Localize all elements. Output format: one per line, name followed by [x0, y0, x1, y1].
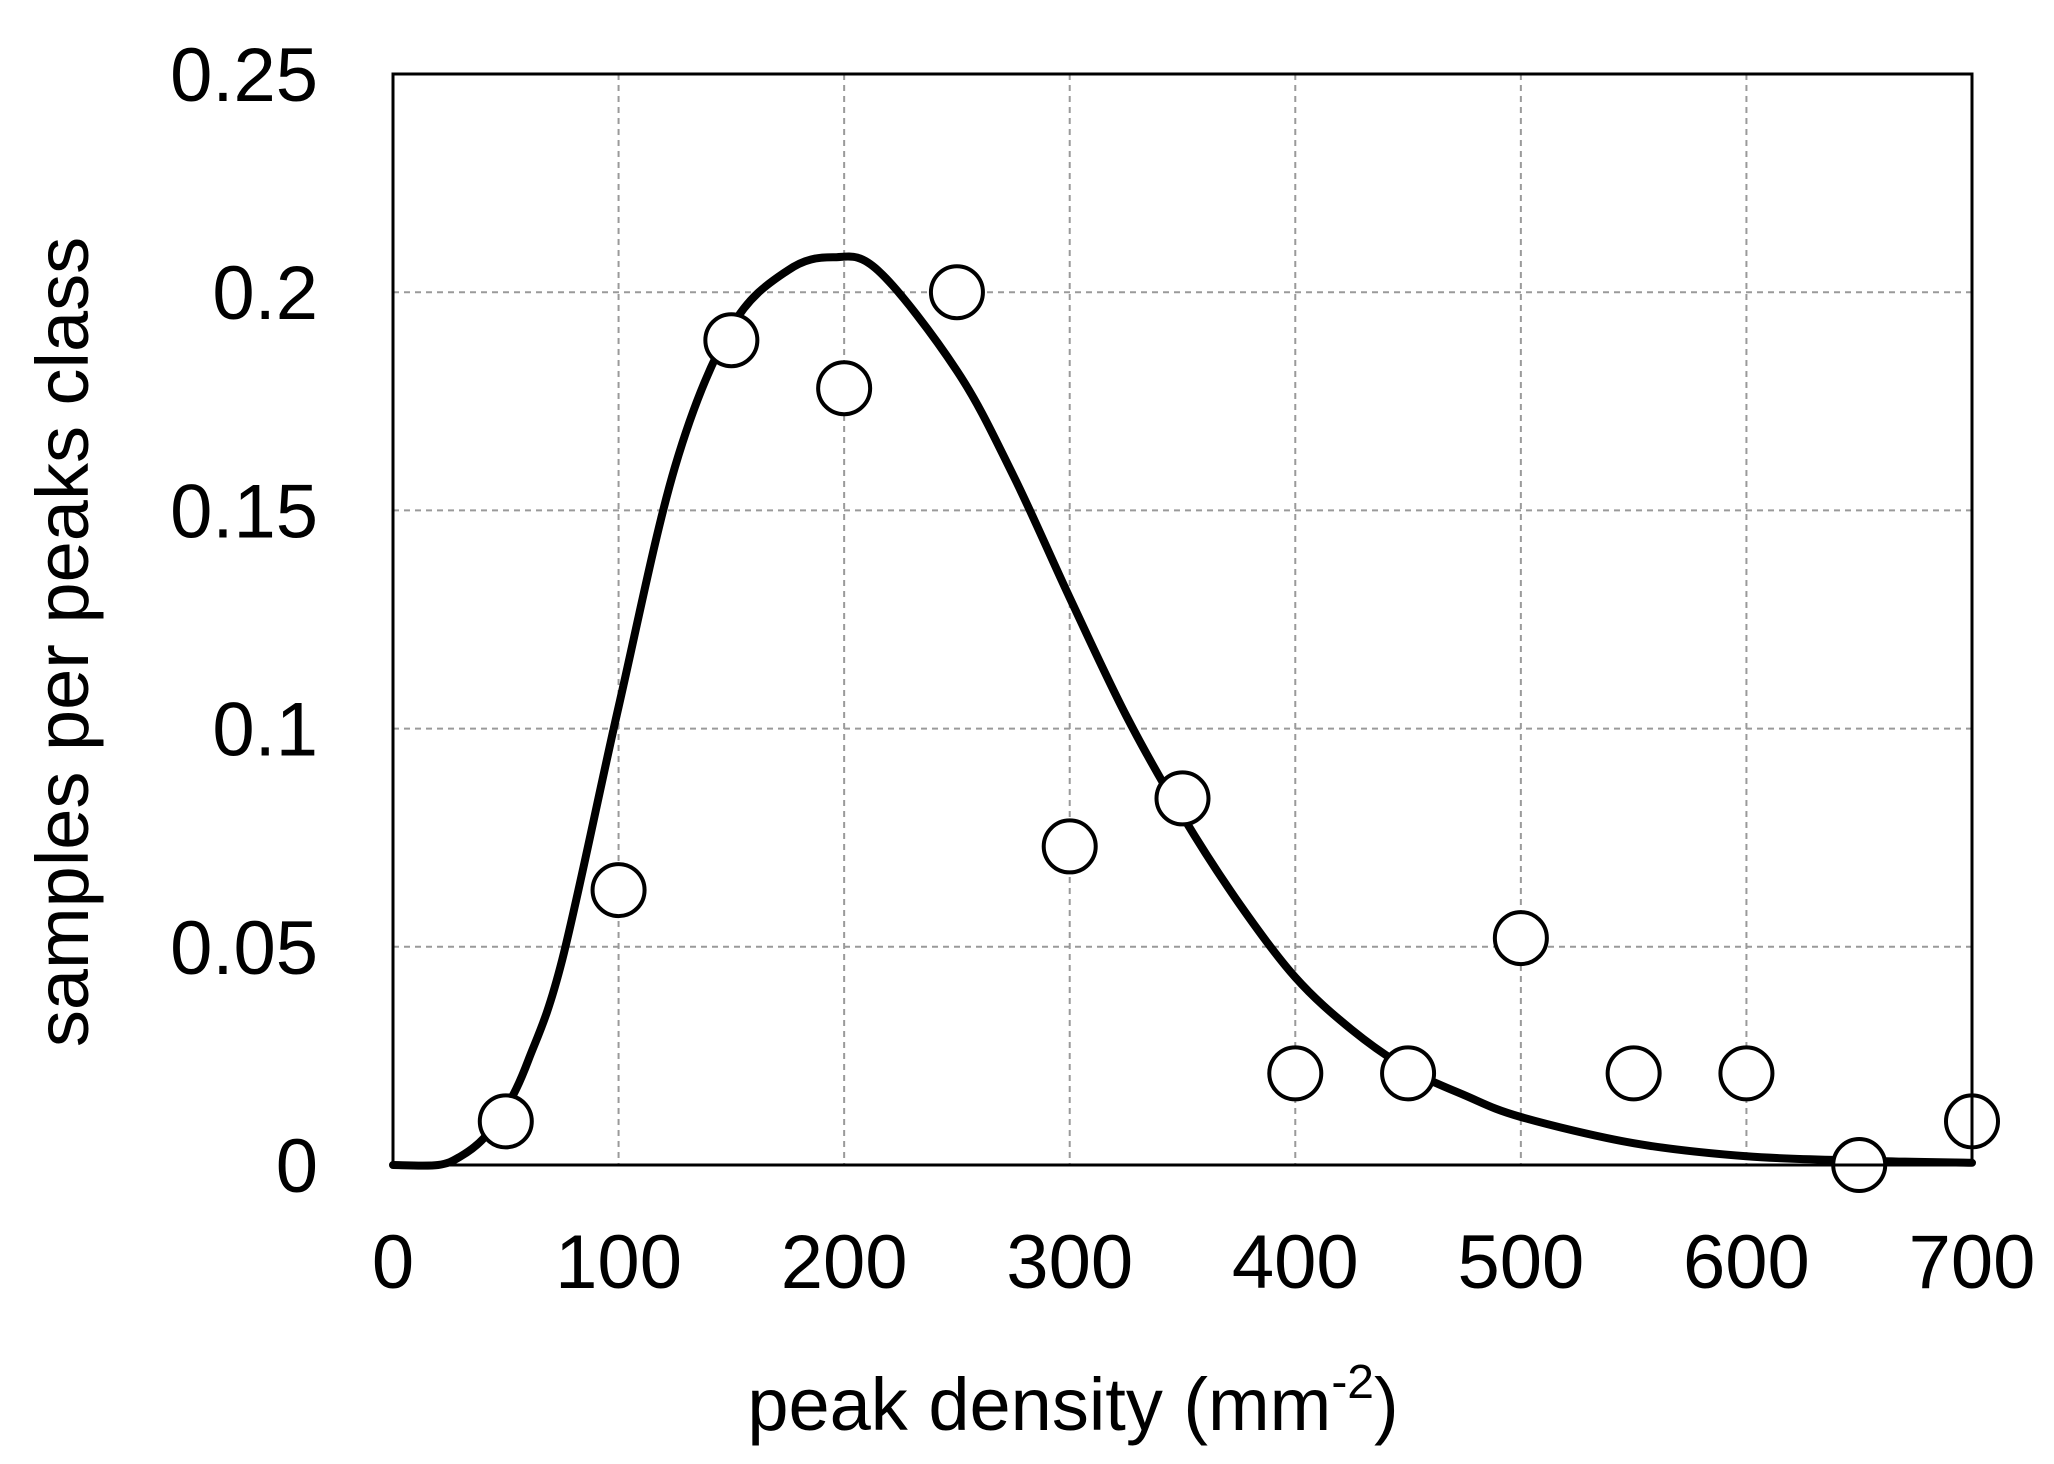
y-tick-label: 0.2 [212, 251, 318, 336]
plot-frame [391, 72, 1974, 1167]
data-point [1041, 818, 1098, 875]
grid [393, 74, 1972, 1165]
x-axis-title-main: peak density (mm [747, 1363, 1331, 1446]
data-point [928, 264, 985, 321]
data-point [703, 312, 760, 369]
x-tick-labels: 0 100 200 300 400 500 600 700 [372, 1220, 2036, 1305]
x-tick-label: 700 [1909, 1220, 2036, 1305]
y-tick-label: 0.05 [170, 906, 318, 991]
x-axis-title-suffix: ) [1374, 1363, 1399, 1446]
x-tick-label: 300 [1006, 1220, 1133, 1305]
x-axis-title: peak density (mm-2) [747, 1356, 1398, 1446]
x-axis-title-superscript: -2 [1331, 1356, 1374, 1409]
x-tick-label: 100 [555, 1220, 682, 1305]
data-point [477, 1093, 534, 1150]
data-point [1605, 1045, 1662, 1102]
data-markers [477, 264, 2000, 1193]
data-point [816, 360, 873, 417]
data-point [590, 862, 647, 919]
y-tick-label: 0.15 [170, 469, 318, 554]
fit-curve [389, 252, 1976, 1170]
y-tick-labels: 0 0.05 0.1 0.15 0.2 0.25 [170, 33, 318, 1209]
data-point [1267, 1045, 1324, 1102]
x-tick-label: 500 [1457, 1220, 1584, 1305]
y-tick-label: 0.1 [212, 688, 318, 773]
x-tick-label: 0 [372, 1220, 414, 1305]
data-point [1380, 1045, 1437, 1102]
data-point [1718, 1045, 1775, 1102]
y-axis-title: samples per peaks class [21, 237, 104, 1047]
x-tick-label: 600 [1683, 1220, 1810, 1305]
y-tick-label: 0.25 [170, 33, 318, 118]
x-tick-label: 400 [1232, 1220, 1359, 1305]
y-tick-label: 0 [276, 1124, 318, 1209]
data-point [1154, 770, 1211, 827]
data-point [1492, 910, 1549, 967]
x-tick-label: 200 [781, 1220, 908, 1305]
